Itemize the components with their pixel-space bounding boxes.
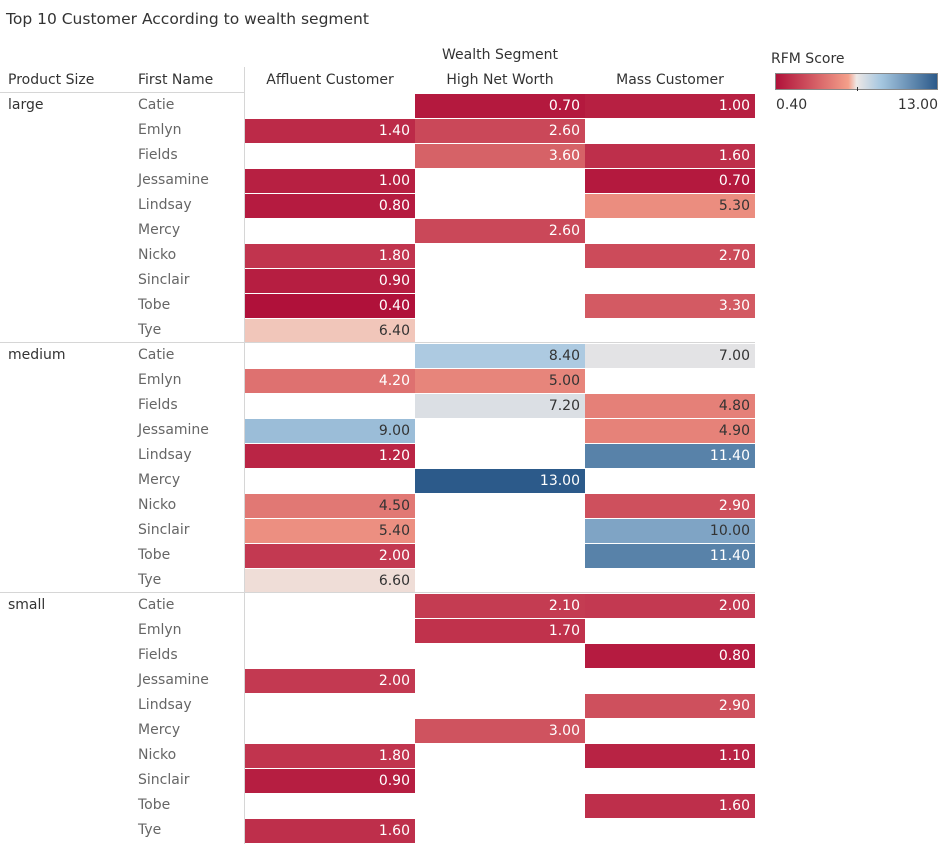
heatmap-cell[interactable]: 2.00 (245, 544, 415, 568)
first-name-label: Nicko (138, 497, 177, 513)
first-name-label: Tye (138, 572, 162, 588)
heatmap-cell[interactable]: 1.60 (585, 794, 755, 818)
heatmap-cell[interactable]: 2.10 (415, 594, 585, 618)
wealth-segment-header: Wealth Segment (442, 47, 558, 63)
heatmap-cell[interactable]: 6.40 (245, 319, 415, 343)
heatmap-cell[interactable]: 7.00 (585, 344, 755, 368)
first-name-label: Emlyn (138, 372, 182, 388)
product-size-header: Product Size (8, 72, 95, 88)
heatmap-cell[interactable]: 4.80 (585, 394, 755, 418)
heatmap-cell[interactable]: 1.60 (585, 144, 755, 168)
heatmap-cell[interactable]: 13.00 (415, 469, 585, 493)
first-name-header: First Name (138, 72, 214, 88)
first-name-label: Fields (138, 147, 178, 163)
heatmap-cell[interactable]: 1.80 (245, 244, 415, 268)
heatmap-cell[interactable]: 3.00 (415, 719, 585, 743)
heatmap-cell[interactable]: 2.90 (585, 694, 755, 718)
first-name-label: Nicko (138, 247, 177, 263)
first-name-label: Tobe (138, 297, 171, 313)
column-header: High Net Worth (446, 72, 554, 88)
group-divider (0, 342, 755, 343)
heatmap-cell[interactable]: 10.00 (585, 519, 755, 543)
first-name-label: Sinclair (138, 772, 190, 788)
heatmap-cell[interactable]: 5.00 (415, 369, 585, 393)
first-name-label: Jessamine (138, 172, 209, 188)
heatmap-cell[interactable]: 4.50 (245, 494, 415, 518)
first-name-label: Mercy (138, 722, 181, 738)
legend-max-label: 13.00 (897, 97, 938, 113)
heatmap-cell[interactable]: 9.00 (245, 419, 415, 443)
first-name-label: Emlyn (138, 622, 182, 638)
row-header-divider (244, 67, 245, 844)
color-legend-bar[interactable] (775, 73, 938, 90)
first-name-label: Sinclair (138, 522, 190, 538)
column-header: Mass Customer (616, 72, 724, 88)
heatmap-cell[interactable]: 6.60 (245, 569, 415, 593)
heatmap-cell[interactable]: 0.40 (245, 294, 415, 318)
column-header: Affluent Customer (266, 72, 394, 88)
first-name-label: Tye (138, 822, 162, 838)
chart-title: Top 10 Customer According to wealth segm… (6, 10, 369, 28)
heatmap-cell[interactable]: 4.20 (245, 369, 415, 393)
heatmap-cell[interactable]: 1.80 (245, 744, 415, 768)
heatmap-cell[interactable]: 1.20 (245, 444, 415, 468)
heatmap-cell[interactable]: 0.90 (245, 769, 415, 793)
first-name-label: Fields (138, 647, 178, 663)
product-size-label: large (8, 97, 44, 113)
legend-min-label: 0.40 (776, 97, 808, 113)
heatmap-cell[interactable]: 3.60 (415, 144, 585, 168)
heatmap-cell[interactable]: 11.40 (585, 544, 755, 568)
heatmap-cell[interactable]: 0.80 (585, 644, 755, 668)
header-divider (0, 92, 245, 93)
group-divider (0, 592, 755, 593)
heatmap-cell[interactable]: 0.70 (585, 169, 755, 193)
first-name-label: Mercy (138, 222, 181, 238)
first-name-label: Lindsay (138, 697, 192, 713)
first-name-label: Lindsay (138, 447, 192, 463)
product-size-label: medium (8, 347, 66, 363)
heatmap-cell[interactable]: 5.40 (245, 519, 415, 543)
heatmap-cell[interactable]: 3.30 (585, 294, 755, 318)
heatmap-cell[interactable]: 2.00 (245, 669, 415, 693)
heatmap-cell[interactable]: 5.30 (585, 194, 755, 218)
heatmap-cell[interactable]: 1.00 (585, 94, 755, 118)
heatmap-cell[interactable]: 2.60 (415, 119, 585, 143)
heatmap-cell[interactable]: 8.40 (415, 344, 585, 368)
first-name-label: Tobe (138, 547, 171, 563)
heatmap-cell[interactable]: 4.90 (585, 419, 755, 443)
heatmap-cell[interactable]: 1.40 (245, 119, 415, 143)
heatmap-cell[interactable]: 0.90 (245, 269, 415, 293)
heatmap-cell[interactable]: 2.60 (415, 219, 585, 243)
first-name-label: Tye (138, 322, 162, 338)
heatmap-cell[interactable]: 2.70 (585, 244, 755, 268)
first-name-label: Lindsay (138, 197, 192, 213)
heatmap-cell[interactable]: 2.00 (585, 594, 755, 618)
heatmap-cell[interactable]: 1.10 (585, 744, 755, 768)
first-name-label: Jessamine (138, 422, 209, 438)
legend-title: RFM Score (771, 51, 845, 67)
legend-midpoint-tick (857, 87, 858, 91)
first-name-label: Catie (138, 347, 175, 363)
first-name-label: Mercy (138, 472, 181, 488)
heatmap-cell[interactable]: 2.90 (585, 494, 755, 518)
heatmap-cell[interactable]: 1.60 (245, 819, 415, 843)
heatmap-cell[interactable]: 1.00 (245, 169, 415, 193)
heatmap-cell[interactable]: 1.70 (415, 619, 585, 643)
first-name-label: Sinclair (138, 272, 190, 288)
heatmap-cell[interactable]: 0.80 (245, 194, 415, 218)
first-name-label: Catie (138, 597, 175, 613)
heatmap-cell[interactable]: 11.40 (585, 444, 755, 468)
first-name-label: Emlyn (138, 122, 182, 138)
first-name-label: Nicko (138, 747, 177, 763)
first-name-label: Tobe (138, 797, 171, 813)
first-name-label: Fields (138, 397, 178, 413)
product-size-label: small (8, 597, 46, 613)
heatmap-cell[interactable]: 7.20 (415, 394, 585, 418)
first-name-label: Jessamine (138, 672, 209, 688)
first-name-label: Catie (138, 97, 175, 113)
heatmap-cell[interactable]: 0.70 (415, 94, 585, 118)
